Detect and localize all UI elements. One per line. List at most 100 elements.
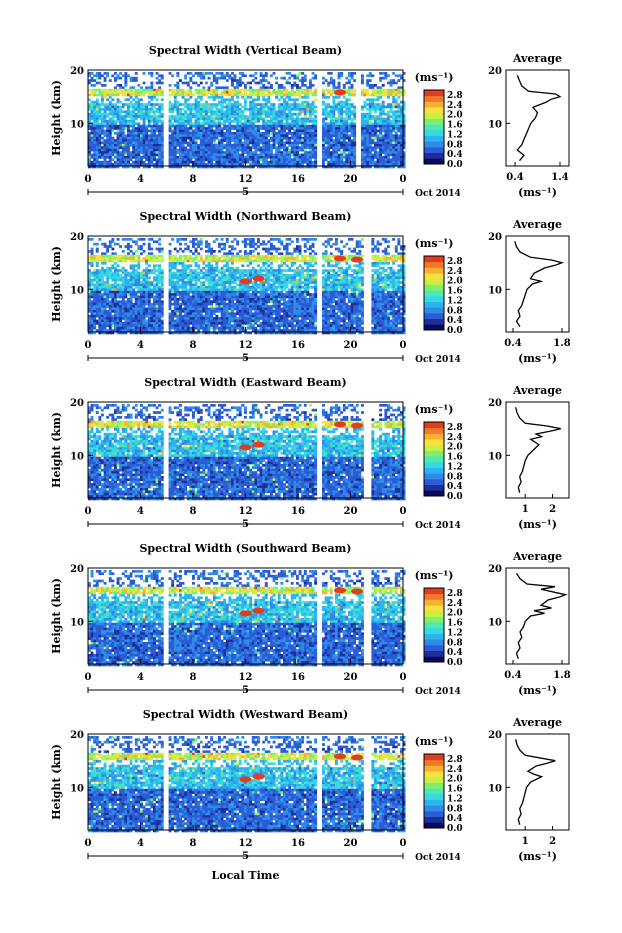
heatmap-cell [265,101,268,104]
heatmap-cell [322,132,325,135]
heatmap-cell [101,252,104,255]
heatmap-cell [364,127,367,130]
heatmap-cell [296,125,299,128]
heatmap-cell [400,118,403,121]
heatmap-cell [400,151,403,154]
heatmap-cell [390,276,393,279]
heatmap-cell [361,106,364,109]
heatmap-cell [169,101,172,104]
heatmap-cell [361,269,364,272]
heatmap-cell [239,276,242,279]
heatmap-cell [137,110,140,113]
heatmap-cell [351,94,354,97]
heatmap-cell [361,238,364,241]
colorbar-tick-label: 0.0 [447,160,463,170]
heatmap-cell [176,257,179,260]
heatmap-cell [158,113,161,116]
heatmap-cell [197,144,200,147]
heatmap-cell [111,151,114,154]
heatmap-cell [293,154,296,157]
heatmap-cell [205,72,208,75]
heatmap-cell [195,144,198,147]
heatmap-cell [291,98,294,101]
heatmap-cell [231,274,234,277]
heatmap-cell [236,279,239,282]
heatmap-cell [260,91,263,94]
heatmap-cell [182,125,185,128]
heatmap-cell [353,106,356,109]
heatmap-cell [140,149,143,152]
heatmap-cell [348,144,351,147]
heatmap-cell [278,149,281,152]
heatmap-cell [192,139,195,142]
heatmap-cell [247,252,250,255]
heatmap-cell [223,113,226,116]
heatmap-cell [340,103,343,106]
heatmap-cell [314,139,317,142]
heatmap-cell [249,151,252,154]
heatmap-cell [265,272,268,275]
heatmap-cell [247,161,250,164]
heatmap-cell [236,276,239,279]
heatmap-cell [265,276,268,279]
heatmap-cell [150,134,153,137]
heatmap-cell [322,154,325,157]
heatmap-cell [338,120,341,123]
heatmap-cell [143,108,146,111]
heatmap-cell [309,106,312,109]
heatmap-cell [340,134,343,137]
heatmap-cell [150,269,153,272]
heatmap-cell [265,106,268,109]
heatmap-cell [174,146,177,149]
heatmap-cell [392,101,395,104]
heatmap-cell [135,240,138,243]
heatmap-cell [109,130,112,133]
heatmap-cell [379,115,382,118]
heatmap-cell [218,269,221,272]
heatmap-cell [332,156,335,159]
heatmap-cell [325,89,328,92]
heatmap-cell [150,238,153,241]
heatmap-cell [366,103,369,106]
heatmap-cell [223,257,226,260]
heatmap-cell [296,108,299,111]
heatmap-cell [254,269,257,272]
heatmap-cell [369,134,372,137]
heatmap-cell [397,151,400,154]
heatmap-cell [343,245,346,248]
heatmap-cell [254,120,257,123]
heatmap-cell [140,108,143,111]
heatmap-cell [119,110,122,113]
heatmap-cell [239,94,242,97]
heatmap-cell [119,151,122,154]
heatmap-cell [338,144,341,147]
heatmap-cell [314,151,317,154]
heatmap-cell [195,89,198,92]
heatmap-cell [384,146,387,149]
heatmap-cell [249,250,252,253]
heatmap-cell [278,139,281,142]
heatmap-cell [93,156,96,159]
heatmap-cell [161,137,164,140]
heatmap-cell [184,103,187,106]
heatmap-cell [286,103,289,106]
heatmap-cell [223,279,226,282]
heatmap-cell [226,89,229,92]
heatmap-cell [195,82,198,85]
heatmap-cell [109,240,112,243]
heatmap-cell [249,255,252,258]
heatmap-cell [122,137,125,140]
heatmap-cell [218,118,221,121]
heatmap-cell [309,274,312,277]
heatmap-cell [158,279,161,282]
heatmap-cell [330,106,333,109]
heatmap-cell [390,267,393,270]
heatmap-cell [384,255,387,258]
heatmap-cell [202,94,205,97]
heatmap-cell [234,115,237,118]
heatmap-cell [117,255,120,258]
heatmap-cell [174,84,177,87]
heatmap-cell [218,163,221,166]
heatmap-cell [257,103,260,106]
heatmap-cell [215,106,218,109]
